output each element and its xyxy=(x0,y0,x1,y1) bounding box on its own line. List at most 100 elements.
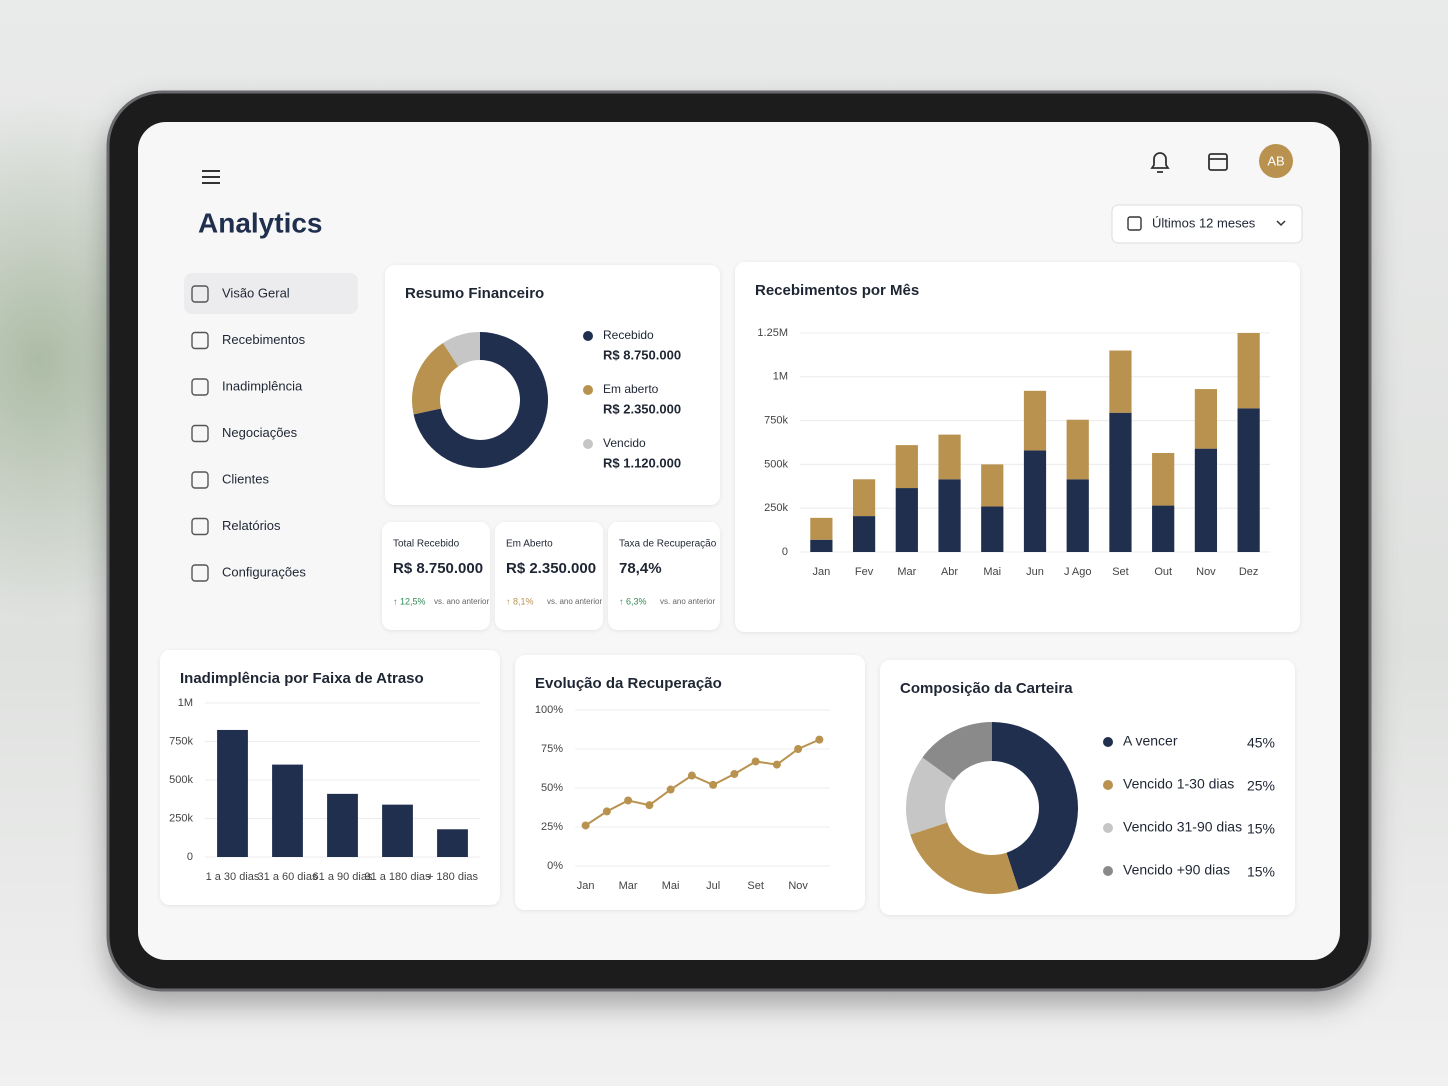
avatar-circle xyxy=(1259,144,1293,178)
donut-slice xyxy=(992,722,1078,890)
bar-segment xyxy=(1152,453,1175,506)
legend-label: Recebido xyxy=(603,328,654,342)
y-tick-label: 1M xyxy=(178,697,193,709)
notifications-button[interactable] xyxy=(1150,152,1170,173)
sidebar-active xyxy=(184,273,358,314)
sidebar-item[interactable]: Visão Geral xyxy=(184,273,358,314)
bar-segment xyxy=(1066,419,1089,480)
bar-segment xyxy=(1194,389,1218,449)
bar xyxy=(437,829,468,857)
donut-slice xyxy=(906,757,954,835)
bell-icon xyxy=(1150,152,1170,169)
bar-segment xyxy=(981,464,1004,507)
y-tick-label: 0% xyxy=(547,860,563,872)
bar-segment xyxy=(1023,390,1047,451)
chevron xyxy=(1276,220,1286,227)
bar-segment xyxy=(1066,479,1089,552)
bar xyxy=(327,793,358,857)
y-tick-label: 25% xyxy=(541,821,563,833)
line-point xyxy=(645,801,654,810)
x-tick-label: Nov xyxy=(788,880,808,892)
kpi-note: vs. ano anterior xyxy=(434,597,489,606)
card xyxy=(608,522,720,630)
sidebar-item[interactable]: Inadimplência xyxy=(191,378,303,396)
sidebar-label: Clientes xyxy=(222,471,269,486)
legend-swatch xyxy=(583,385,593,395)
sidebar-item[interactable]: Negociações xyxy=(191,424,298,443)
kpi-value: R$ 2.350.000 xyxy=(506,560,596,577)
legend-swatch xyxy=(1103,737,1113,747)
kpi-note: vs. ano anterior xyxy=(547,597,602,606)
bar xyxy=(272,764,303,857)
x-tick-label: Set xyxy=(1112,566,1129,578)
legend-label: Vencido 1-30 dias xyxy=(1123,776,1234,792)
kpi-change: ↑ 6,3% xyxy=(619,596,647,606)
calendar-button[interactable] xyxy=(1208,153,1228,171)
line-point xyxy=(730,769,739,778)
kpi-note: vs. ano anterior xyxy=(660,597,715,606)
legend-swatch xyxy=(1103,823,1113,833)
kpi-change: ↑ 12,5% xyxy=(393,596,426,606)
value-label: R$ 8.750.000 xyxy=(603,347,681,362)
bar xyxy=(217,729,248,857)
y-tick-label: 0 xyxy=(782,546,788,558)
date-filter[interactable]: Últimos 12 meses xyxy=(1111,204,1303,244)
bar-segment xyxy=(810,539,833,552)
kpi-label: Total Recebido xyxy=(393,539,460,550)
x-tick-label: 61 a 90 dias xyxy=(313,871,373,883)
bar-segment xyxy=(1237,408,1260,552)
sidebar-item[interactable]: Configurações xyxy=(191,564,306,582)
card xyxy=(382,522,490,630)
donut-slice xyxy=(910,822,1019,894)
sidebar-item[interactable]: Relatórios xyxy=(191,517,281,536)
y-tick-label: 750k xyxy=(764,415,788,427)
sidebar-label: Configurações xyxy=(222,564,306,579)
donut-slice xyxy=(412,342,459,415)
sidebar: Visão Geral Recebimentos Inadimplência Nego… xyxy=(184,273,358,582)
legend-label: Em aberto xyxy=(603,382,659,396)
value-label: 25% xyxy=(1247,778,1275,794)
card-title: Resumo Financeiro xyxy=(405,285,544,302)
card-title: Evolução da Recuperação xyxy=(535,675,722,692)
y-tick-label: 250k xyxy=(764,502,788,514)
card-title: Inadimplência por Faixa de Atraso xyxy=(180,670,424,687)
line-point xyxy=(709,780,718,789)
bar-segment xyxy=(895,445,918,489)
x-tick-label: Abr xyxy=(941,566,958,578)
kpi-label: Em Aberto xyxy=(506,539,553,550)
calendar-icon xyxy=(1208,153,1228,171)
x-tick-label: Jan xyxy=(812,566,830,578)
card xyxy=(515,655,865,910)
menu-button[interactable] xyxy=(202,170,220,184)
x-tick-label: Mai xyxy=(983,566,1001,578)
value-label: 45% xyxy=(1247,735,1275,751)
legend-label: Vencido 31-90 dias xyxy=(1123,819,1242,835)
card-title: Composição da Carteira xyxy=(900,680,1073,697)
line-point xyxy=(815,735,824,744)
sidebar-item[interactable]: Recebimentos xyxy=(191,331,306,350)
sidebar-label: Negociações xyxy=(222,425,298,440)
sidebar-icon xyxy=(191,517,209,536)
sidebar-item[interactable]: Clientes xyxy=(191,471,269,489)
bar xyxy=(382,804,413,857)
y-tick-label: 50% xyxy=(541,782,563,794)
sidebar-label: Relatórios xyxy=(222,518,281,533)
legend-label: Vencido +90 dias xyxy=(1123,862,1230,878)
avatar[interactable]: AB xyxy=(1259,144,1293,178)
x-tick-label: Jun xyxy=(1026,566,1044,578)
bar-segment xyxy=(1194,448,1218,552)
x-tick-label: Out xyxy=(1154,566,1172,578)
x-tick-label: Mai xyxy=(662,880,680,892)
x-tick-label: 91 a 180 dias xyxy=(364,871,431,883)
date-filter-label: Últimos 12 meses xyxy=(1152,215,1256,230)
bar-segment xyxy=(1109,412,1132,552)
legend-label: A vencer xyxy=(1123,733,1178,749)
line-point xyxy=(687,771,696,780)
x-tick-label: Dez xyxy=(1239,566,1259,578)
donut-slice xyxy=(922,722,992,781)
bar-segment xyxy=(810,517,833,540)
y-tick-label: 500k xyxy=(764,458,788,470)
line-point xyxy=(772,760,781,769)
card xyxy=(160,650,500,905)
